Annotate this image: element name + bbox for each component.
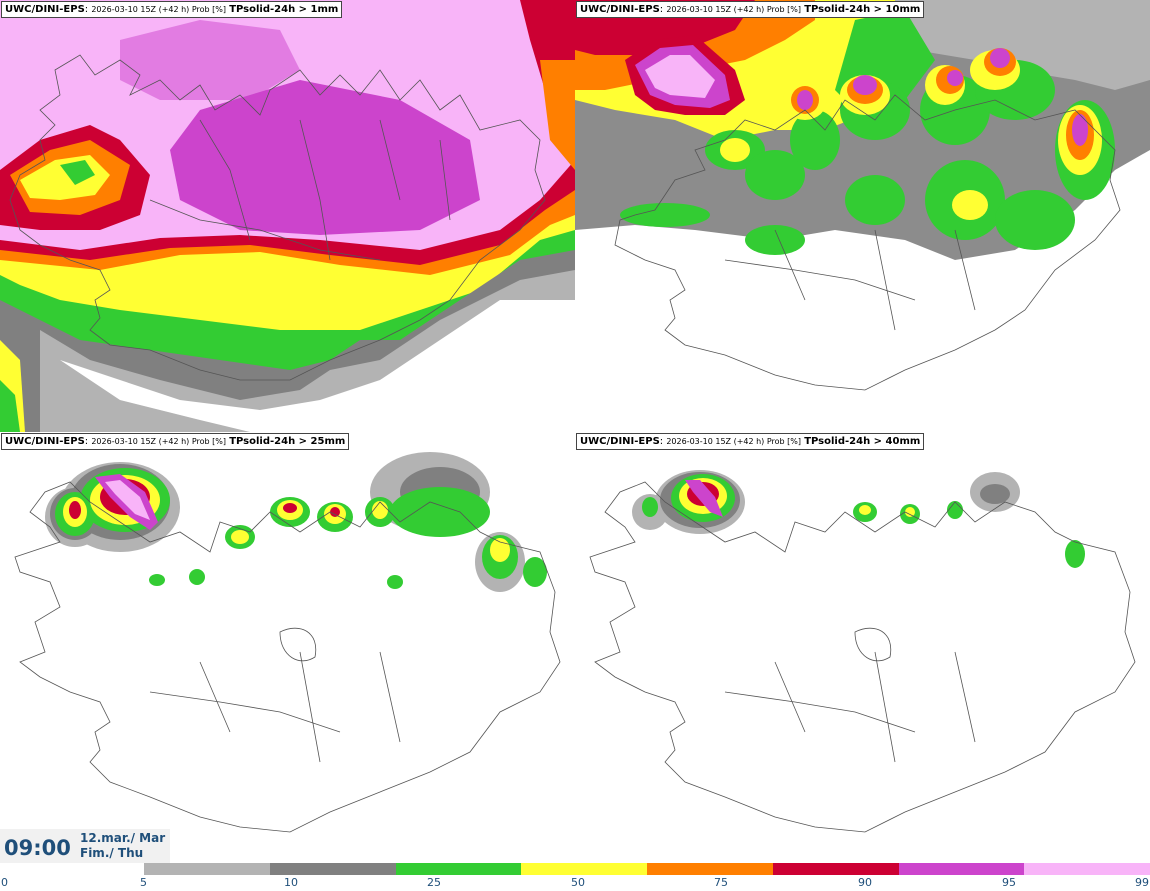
map-panel-10mm: UWC/DINI-EPS: 2026-03-10 15Z (+42 h) Pro…: [575, 0, 1150, 432]
map-panel-25mm: UWC/DINI-EPS: 2026-03-10 15Z (+42 h) Pro…: [0, 432, 575, 864]
panel-title: UWC/DINI-EPS: 2026-03-10 15Z (+42 h) Pro…: [1, 1, 343, 18]
colorbar-tick-label: 99: [1135, 876, 1149, 889]
colorbar-tick-label: 10: [284, 876, 298, 889]
panel-title: UWC/DINI-EPS: 2026-03-10 15Z (+42 h) Pro…: [576, 1, 925, 18]
colorbar-tick-label: 5: [140, 876, 147, 889]
colorbar-segment: [395, 863, 522, 875]
colorbar-segment: [1024, 863, 1150, 875]
colorbar-segment: [647, 863, 773, 875]
valid-date: 12.mar./ Mar: [80, 831, 166, 845]
valid-time: 09:00: [4, 836, 71, 860]
panel-title: UWC/DINI-EPS: 2026-03-10 15Z (+42 h) Pro…: [1, 433, 350, 450]
colorbar-tick-label: 75: [714, 876, 728, 889]
colorbar-segment: [772, 863, 899, 875]
probability-colorbar: [144, 863, 1150, 875]
colorbar-tick-label: 90: [858, 876, 872, 889]
colorbar-segment: [144, 863, 270, 875]
map-panel-40mm: UWC/DINI-EPS: 2026-03-10 15Z (+42 h) Pro…: [575, 432, 1150, 864]
colorbar-tick-label: 50: [571, 876, 585, 889]
valid-weekday: Fim./ Thu: [80, 846, 144, 860]
colorbar-tick-label: 0: [1, 876, 8, 889]
colorbar-segment: [269, 863, 396, 875]
colorbar-tick-label: 25: [427, 876, 441, 889]
probability-map: [575, 0, 1150, 432]
panel-title: UWC/DINI-EPS: 2026-03-10 15Z (+42 h) Pro…: [576, 433, 925, 450]
valid-time-box: [0, 829, 170, 863]
colorbar-tick-label: 95: [1002, 876, 1016, 889]
map-panel-1mm: UWC/DINI-EPS: 2026-03-10 15Z (+42 h) Pro…: [0, 0, 575, 432]
probability-map: [0, 0, 575, 432]
probability-map: [0, 432, 575, 864]
colorbar-segment: [898, 863, 1025, 875]
colorbar-segment: [521, 863, 647, 875]
probability-map: [575, 432, 1150, 864]
